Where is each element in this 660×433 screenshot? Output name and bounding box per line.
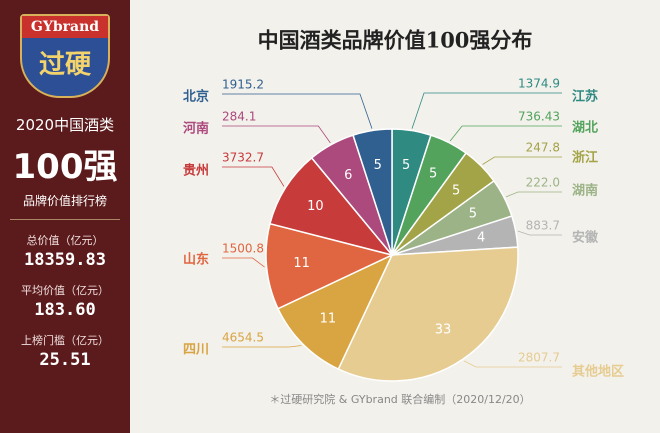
region-label: 贵州 bbox=[183, 163, 209, 179]
amount-label: 1374.9 bbox=[518, 77, 560, 91]
amount-label: 3732.7 bbox=[222, 151, 264, 165]
region-label: 北京 bbox=[183, 89, 209, 105]
headline: 100强 bbox=[12, 147, 118, 187]
logo: GYbrand 过硬 bbox=[20, 14, 110, 98]
region-label: 湖北 bbox=[572, 121, 598, 136]
region-label: 江苏 bbox=[572, 89, 598, 105]
region-label: 河南 bbox=[183, 121, 209, 137]
region-label: 山东 bbox=[183, 252, 209, 268]
slice-label: 5 bbox=[469, 206, 477, 221]
amount-label: 284.1 bbox=[222, 110, 256, 124]
slice-label: 5 bbox=[402, 158, 410, 173]
leader-line bbox=[411, 92, 562, 129]
slice-label: 5 bbox=[374, 158, 382, 173]
slice-label: 5 bbox=[452, 183, 460, 198]
leader-line bbox=[222, 93, 373, 129]
pie-slice bbox=[269, 156, 395, 257]
logo-cn: 过硬 bbox=[38, 50, 91, 80]
leader-line bbox=[222, 125, 331, 144]
caption: 品牌价值排行榜 bbox=[10, 192, 120, 220]
pie-slice bbox=[276, 253, 394, 371]
subtitle: 2020中国酒类 bbox=[15, 116, 115, 134]
slice-label: 10 bbox=[307, 199, 324, 214]
pie-slice bbox=[265, 222, 395, 310]
pie-slice bbox=[337, 246, 519, 382]
leader-line bbox=[463, 360, 562, 368]
slice-label: 33 bbox=[435, 323, 452, 338]
amount-label: 247.8 bbox=[526, 141, 560, 155]
slice-label: 5 bbox=[429, 167, 437, 182]
amount-label: 2807.7 bbox=[518, 351, 560, 365]
region-label: 四川 bbox=[183, 343, 209, 358]
stat-label: 平均价值（亿元） bbox=[21, 284, 109, 297]
stats: 总价值（亿元） 18359.83 平均价值（亿元） 183.60 上榜门槛（亿元） 25.… bbox=[0, 232, 130, 370]
amount-label: 883.7 bbox=[526, 219, 560, 233]
stat-value: 183.60 bbox=[34, 300, 96, 320]
amount-label: 222.0 bbox=[526, 176, 560, 190]
slice-label: 11 bbox=[293, 256, 310, 271]
region-label: 其他地区 bbox=[572, 364, 624, 380]
amount-label: 736.43 bbox=[518, 110, 560, 124]
leader-line bbox=[222, 166, 285, 187]
amount-label: 4654.5 bbox=[222, 331, 264, 345]
pie-slice bbox=[352, 128, 393, 256]
stat-label: 上榜门槛（亿元） bbox=[21, 334, 109, 347]
footnote: ＊过硬研究院 & GYbrand 联合编制（2020/12/20） bbox=[269, 392, 530, 406]
stat-label: 总价值（亿元） bbox=[26, 234, 104, 247]
stat-value: 25.51 bbox=[39, 350, 91, 370]
leader-line bbox=[222, 257, 265, 268]
logo-en: GYbrand bbox=[22, 16, 108, 38]
sidebar: GYbrand 过硬 2020中国酒类 100强 品牌价值排行榜 总价值（亿元）… bbox=[0, 0, 130, 433]
region-label: 浙江 bbox=[572, 150, 598, 166]
slice-label: 4 bbox=[477, 231, 485, 246]
slice-label: 11 bbox=[320, 312, 337, 327]
leader-line bbox=[222, 345, 302, 348]
region-label: 安徽 bbox=[572, 230, 599, 246]
leader-line bbox=[482, 156, 562, 165]
amount-label: 1915.2 bbox=[222, 78, 264, 92]
region-label: 湖南 bbox=[572, 183, 598, 199]
amount-label: 1500.8 bbox=[222, 242, 264, 256]
slice-label: 6 bbox=[344, 168, 352, 183]
stat-value: 18359.83 bbox=[24, 250, 106, 270]
leader-line bbox=[505, 191, 562, 198]
leader-line bbox=[517, 230, 562, 236]
chart: 中国酒类品牌价值100强分布 ＊过硬研究院 & GYbrand 联合编制（202… bbox=[183, 28, 624, 407]
chart-title: 中国酒类品牌价值100强分布 bbox=[258, 28, 533, 53]
leader-line bbox=[449, 125, 562, 142]
